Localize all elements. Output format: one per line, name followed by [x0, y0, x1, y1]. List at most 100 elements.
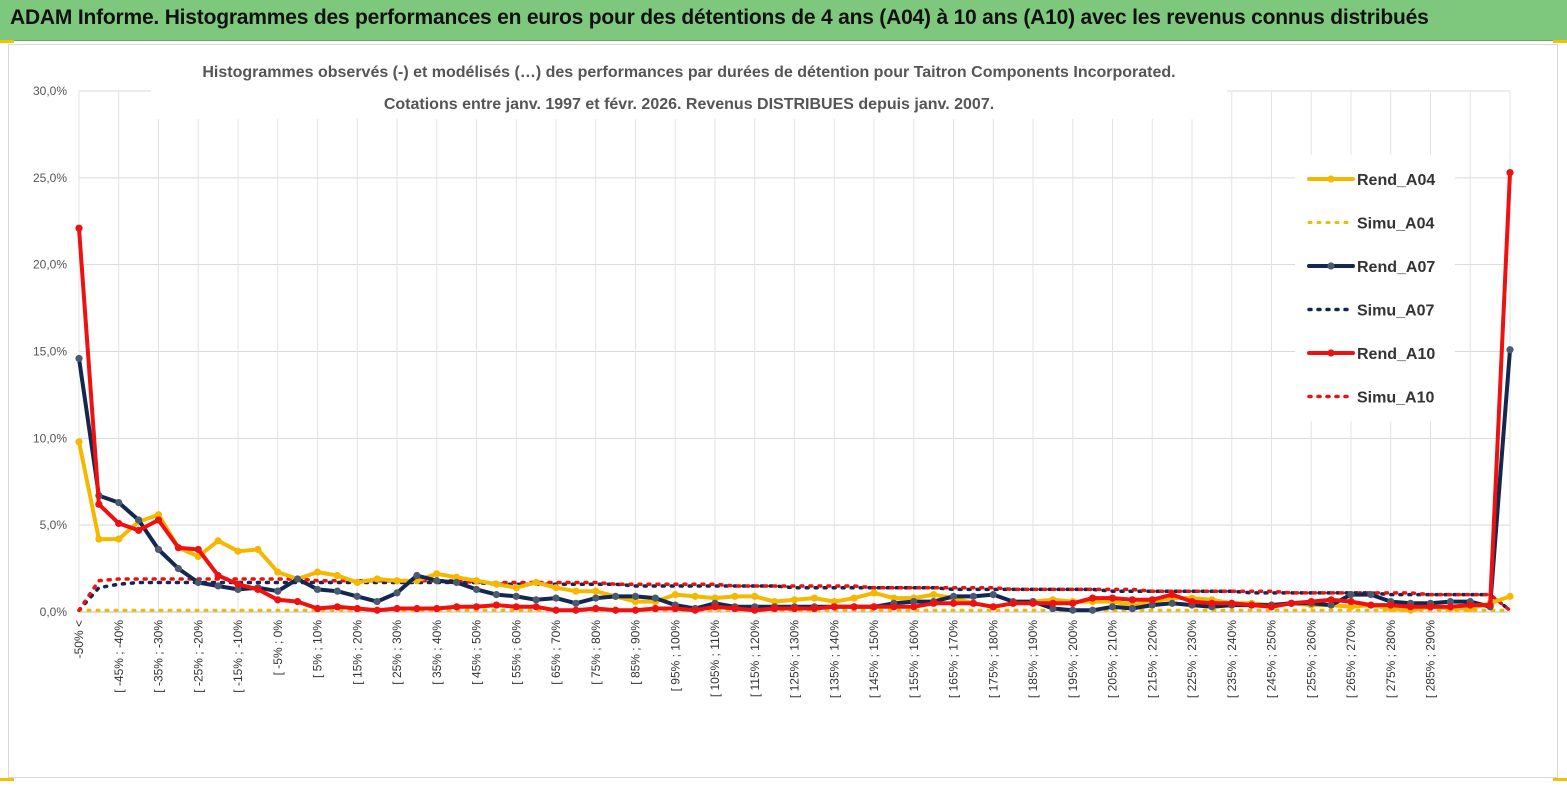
- series-rend-a10: [75, 169, 1514, 614]
- data-point: [294, 597, 302, 606]
- y-tick-label: 5,0%: [40, 518, 68, 532]
- data-point: [115, 535, 123, 543]
- data-point: [274, 568, 282, 576]
- data-point: [453, 578, 461, 587]
- data-point: [1347, 591, 1355, 599]
- chart-series: [75, 169, 1514, 614]
- report-title: ADAM Informe. Histogrammes des performan…: [10, 6, 1429, 29]
- x-tick-label: [ 255% ; 260%: [1304, 620, 1318, 698]
- report-header-banner: ADAM Informe. Histogrammes des performan…: [0, 0, 1567, 41]
- data-point: [532, 596, 540, 604]
- legend-item-rend-a07: Rend_A07: [1307, 259, 1435, 276]
- data-point: [75, 224, 83, 232]
- x-tick-label: [ -25% ; -20%: [191, 620, 205, 693]
- data-point: [294, 575, 302, 583]
- data-point: [1049, 599, 1057, 607]
- data-point: [1486, 601, 1494, 609]
- data-point: [671, 591, 679, 599]
- data-point: [711, 594, 719, 602]
- data-point: [214, 582, 222, 590]
- data-point: [532, 603, 540, 611]
- x-tick-label: [ 225% ; 230%: [1185, 620, 1199, 698]
- data-point: [890, 594, 898, 602]
- data-point: [115, 519, 123, 528]
- data-point: [492, 580, 500, 588]
- legend-label: Simu_A04: [1357, 216, 1434, 233]
- legend-marker: [1327, 349, 1335, 357]
- data-point: [313, 604, 322, 613]
- data-point: [1506, 346, 1514, 354]
- data-point: [154, 545, 163, 554]
- chart-canvas: Histogrammes observés (-) et modélisés (…: [33, 57, 1514, 698]
- data-point: [1307, 597, 1315, 606]
- data-point: [1188, 597, 1196, 606]
- data-point: [1108, 603, 1117, 611]
- data-point: [711, 603, 719, 611]
- data-point: [572, 599, 580, 607]
- data-point: [254, 585, 262, 594]
- data-point: [174, 544, 182, 552]
- data-point: [969, 599, 977, 607]
- series-simu-a10: [77, 577, 1512, 613]
- data-point: [135, 516, 143, 524]
- data-point: [1128, 596, 1136, 604]
- data-point: [1407, 603, 1415, 611]
- data-point: [651, 604, 659, 613]
- data-point: [691, 606, 699, 614]
- data-point: [790, 596, 799, 604]
- data-point: [512, 592, 520, 600]
- x-tick-label: [ -5% ; 0%: [271, 620, 285, 676]
- x-tick-label: [ 145% ; 150%: [867, 620, 881, 698]
- x-axis-ticks: -50% < [ -45% ; -40% [ -35% ; -30% [ -25% ;…: [72, 620, 1438, 698]
- data-point: [790, 604, 799, 613]
- data-point: [492, 591, 500, 599]
- data-point: [1327, 601, 1335, 609]
- data-point: [1387, 601, 1395, 609]
- data-point: [433, 570, 441, 578]
- data-point: [771, 604, 779, 613]
- data-point: [592, 604, 600, 613]
- data-point: [154, 511, 163, 519]
- data-point: [1208, 599, 1216, 607]
- data-point: [870, 603, 878, 611]
- data-point: [433, 577, 441, 585]
- x-tick-label: [ 115% ; 120%: [748, 620, 762, 697]
- data-point: [254, 545, 262, 554]
- x-tick-label: [ 65% ; 70%: [549, 620, 563, 685]
- y-tick-label: 0,0%: [40, 605, 68, 619]
- x-tick-label: -50% <: [72, 620, 86, 658]
- corner-accent-bottom-right: [1553, 778, 1567, 781]
- data-point: [1148, 596, 1156, 604]
- data-point: [1506, 592, 1514, 600]
- data-point: [731, 592, 739, 600]
- legend-label: Rend_A10: [1357, 346, 1435, 363]
- x-tick-label: [ -35% ; -30%: [152, 620, 166, 693]
- legend-label: Rend_A07: [1357, 259, 1435, 276]
- legend-label: Rend_A04: [1357, 172, 1435, 189]
- legend-item-rend-a04: Rend_A04: [1307, 172, 1435, 189]
- data-point: [234, 547, 242, 555]
- data-point: [751, 606, 759, 614]
- data-point: [353, 604, 361, 613]
- corner-accent-bottom-left: [0, 778, 14, 781]
- data-point: [910, 603, 918, 611]
- data-point: [472, 577, 481, 585]
- data-point: [1446, 603, 1454, 611]
- data-point: [989, 591, 997, 599]
- y-tick-label: 10,0%: [33, 431, 67, 445]
- data-point: [1089, 606, 1097, 614]
- data-point: [810, 594, 818, 602]
- data-point: [373, 597, 381, 606]
- data-point: [95, 535, 103, 543]
- data-point: [154, 516, 163, 524]
- data-point: [1069, 606, 1077, 614]
- data-point: [631, 597, 640, 606]
- data-point: [333, 571, 341, 580]
- corner-accent-top-right: [1553, 40, 1567, 43]
- x-tick-label: [ 25% ; 30%: [390, 620, 404, 685]
- data-point: [552, 606, 560, 614]
- data-point: [572, 606, 580, 614]
- data-point: [1367, 591, 1375, 599]
- data-point: [870, 589, 878, 597]
- data-point: [631, 592, 640, 600]
